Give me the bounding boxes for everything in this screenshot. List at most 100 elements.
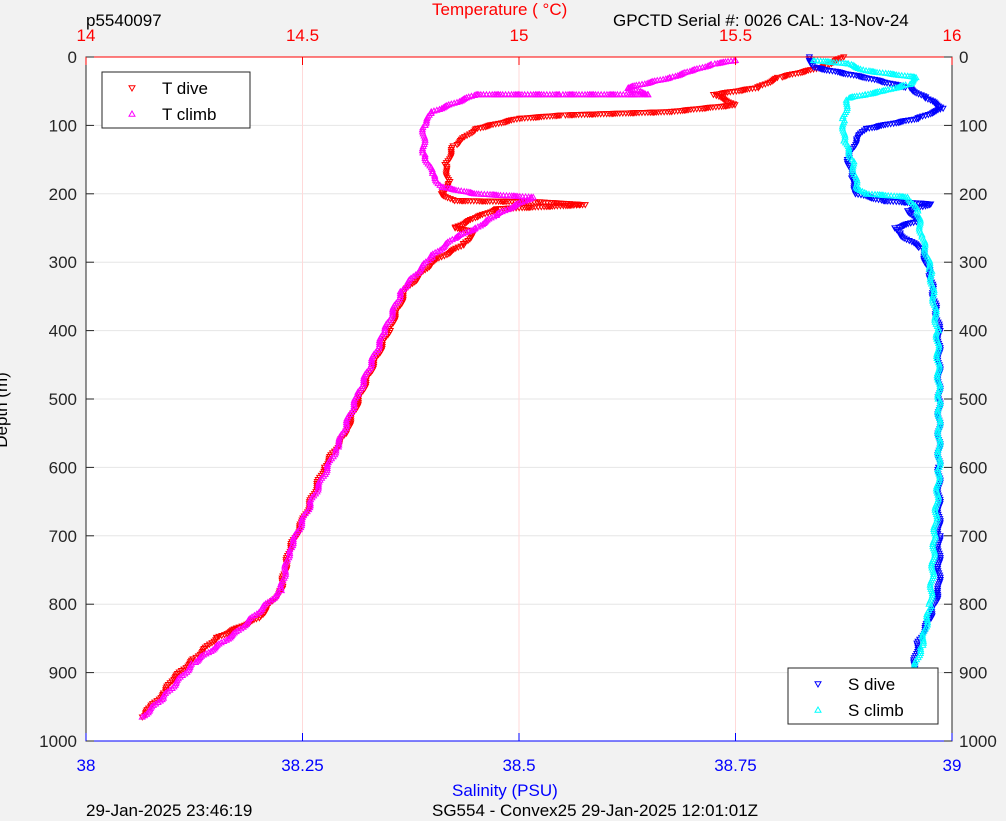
- data-point: [431, 172, 439, 180]
- data-point: [422, 258, 430, 265]
- data-point: [430, 171, 439, 178]
- y-tick-label-right: 900: [959, 664, 987, 683]
- data-point: [215, 633, 223, 641]
- y-tick-label-right: 1000: [959, 732, 997, 751]
- data-point: [421, 154, 429, 161]
- data-point: [712, 92, 720, 100]
- bottom-tick-label: 39: [943, 756, 962, 775]
- data-point: [766, 79, 775, 86]
- data-point: [688, 66, 696, 74]
- data-point: [902, 236, 911, 244]
- data-point: [671, 72, 680, 79]
- data-point: [850, 62, 859, 69]
- bottom-tick-label: 38.5: [502, 756, 535, 775]
- y-tick-label-left: 600: [49, 458, 77, 477]
- data-point: [423, 265, 432, 273]
- top-tick-label: 14.5: [286, 26, 319, 45]
- data-point: [469, 226, 477, 233]
- series-layer: [138, 54, 947, 721]
- data-point: [678, 69, 686, 77]
- data-point: [465, 131, 474, 138]
- data-point: [521, 197, 529, 204]
- data-point: [852, 136, 861, 143]
- data-point: [889, 84, 898, 92]
- data-point: [453, 232, 462, 239]
- data-point: [426, 162, 434, 169]
- data-point: [446, 237, 454, 244]
- data-point: [176, 673, 184, 680]
- data-point: [436, 181, 444, 188]
- data-point: [426, 254, 435, 262]
- data-point: [899, 81, 907, 89]
- data-point: [681, 68, 689, 76]
- data-point: [705, 61, 713, 69]
- y-tick-label-right: 800: [959, 595, 987, 614]
- data-point: [422, 116, 431, 123]
- y-tick-label-left: 0: [68, 48, 77, 67]
- data-point: [891, 225, 899, 232]
- data-point: [724, 99, 732, 106]
- data-point: [223, 631, 231, 638]
- data-point: [217, 638, 225, 646]
- data-point: [636, 87, 645, 95]
- y-tick-label-left: 500: [49, 390, 77, 409]
- data-point: [892, 227, 901, 234]
- data-point: [440, 253, 449, 260]
- data-point: [454, 140, 463, 148]
- data-point: [850, 143, 859, 151]
- y-tick-label-left: 200: [49, 185, 77, 204]
- data-point: [411, 271, 420, 278]
- data-point: [841, 139, 850, 146]
- data-point: [421, 152, 429, 160]
- data-point: [901, 81, 910, 88]
- legend-marker: [814, 705, 822, 713]
- data-point: [912, 203, 921, 211]
- y-tick-label-left: 900: [49, 664, 77, 683]
- top-tick-label: 15: [510, 26, 529, 45]
- data-point: [764, 80, 772, 87]
- data-point: [444, 158, 452, 165]
- legend-marker: [814, 681, 822, 689]
- y-tick-label-left: 700: [49, 527, 77, 546]
- data-point: [927, 201, 935, 208]
- data-point: [852, 138, 861, 145]
- top-tick-label: 14: [77, 26, 96, 45]
- data-point: [845, 148, 853, 155]
- data-point: [491, 207, 500, 214]
- data-point: [464, 237, 472, 245]
- data-point: [639, 88, 647, 96]
- data-point: [437, 254, 446, 261]
- data-point: [443, 101, 451, 109]
- data-point: [168, 684, 176, 691]
- y-tick-label-right: 600: [959, 458, 987, 477]
- serial-info: GPCTD Serial #: 0026 CAL: 13-Nov-24: [613, 11, 909, 30]
- data-point: [422, 119, 430, 127]
- data-point: [424, 256, 432, 263]
- legend-temperature: T dive T climb: [101, 71, 251, 129]
- data-point: [443, 195, 452, 202]
- data-point: [447, 147, 455, 154]
- data-point: [809, 56, 818, 64]
- data-point: [199, 651, 208, 658]
- data-point: [911, 201, 919, 209]
- data-point: [515, 199, 523, 206]
- data-point: [407, 274, 415, 281]
- data-point: [496, 208, 504, 216]
- data-point: [459, 221, 467, 229]
- data-point: [425, 264, 434, 271]
- bottom-axis-label: Salinity (PSU): [452, 781, 558, 800]
- y-tick-label-left: 800: [49, 595, 77, 614]
- legends: T dive T climb S dive S climb: [101, 71, 939, 725]
- data-point: [447, 150, 455, 158]
- legend-salinity: S dive S climb: [787, 667, 939, 725]
- data-point: [854, 135, 862, 142]
- legend-label: S dive: [848, 675, 895, 694]
- data-point: [215, 640, 223, 647]
- data-point: [443, 252, 451, 259]
- data-point: [474, 213, 483, 220]
- y-tick-label-right: 200: [959, 185, 987, 204]
- data-point: [449, 197, 457, 204]
- y-tick-label-right: 400: [959, 322, 987, 341]
- data-point: [706, 61, 714, 68]
- data-point: [778, 74, 786, 81]
